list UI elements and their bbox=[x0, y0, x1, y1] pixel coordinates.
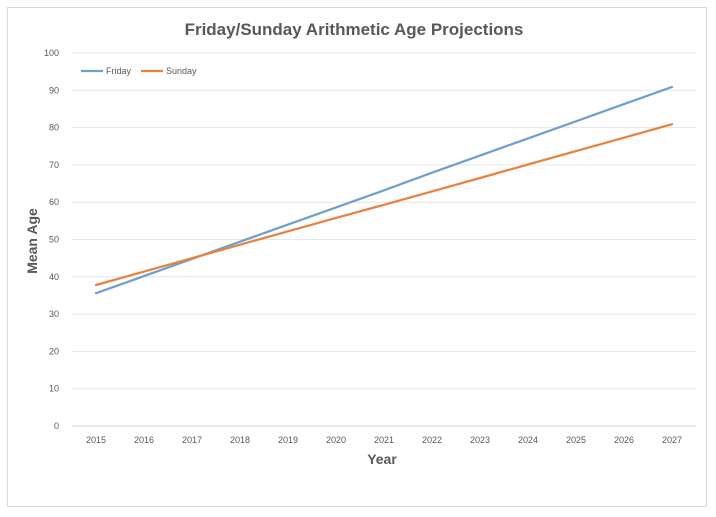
y-tick-label: 60 bbox=[49, 197, 59, 207]
x-tick-label: 2026 bbox=[614, 435, 634, 445]
x-tick-label: 2022 bbox=[422, 435, 442, 445]
y-axis-ticks: 0 10 20 30 40 50 60 70 80 90 100 bbox=[44, 48, 59, 431]
gridlines bbox=[72, 52, 696, 427]
series-lines bbox=[94, 85, 674, 295]
y-tick-label: 30 bbox=[49, 309, 59, 319]
x-tick-label: 2017 bbox=[182, 435, 202, 445]
x-tick-label: 2019 bbox=[278, 435, 298, 445]
y-tick-label: 70 bbox=[49, 160, 59, 170]
x-tick-label: 2024 bbox=[518, 435, 538, 445]
x-tick-label: 2018 bbox=[230, 435, 250, 445]
y-tick-label: 40 bbox=[49, 272, 59, 282]
series-line-friday bbox=[94, 85, 674, 295]
y-tick-label: 10 bbox=[49, 384, 59, 394]
y-tick-label: 20 bbox=[49, 346, 59, 356]
legend-label-sunday: Sunday bbox=[166, 66, 197, 76]
x-tick-label: 2020 bbox=[326, 435, 346, 445]
y-axis-title: Mean Age bbox=[24, 208, 40, 274]
chart-frame: Friday/Sunday Arithmetic Age Projections… bbox=[7, 7, 707, 507]
x-axis-title: Year bbox=[367, 451, 397, 467]
line-chart: Friday/Sunday Arithmetic Age Projections… bbox=[24, 20, 696, 467]
x-tick-label: 2016 bbox=[134, 435, 154, 445]
legend-label-friday: Friday bbox=[106, 66, 132, 76]
y-tick-label: 90 bbox=[49, 85, 59, 95]
series-line-sunday bbox=[94, 123, 674, 287]
x-tick-label: 2021 bbox=[374, 435, 394, 445]
x-axis-ticks: 2015 2016 2017 2018 2019 2020 2021 2022 2023 2024… bbox=[86, 435, 682, 445]
chart-title: Friday/Sunday Arithmetic Age Projections bbox=[185, 20, 524, 39]
x-tick-label: 2025 bbox=[566, 435, 586, 445]
x-tick-label: 2027 bbox=[662, 435, 682, 445]
y-tick-label: 100 bbox=[44, 48, 59, 58]
x-tick-label: 2015 bbox=[86, 435, 106, 445]
y-tick-label: 0 bbox=[54, 421, 59, 431]
y-tick-label: 80 bbox=[49, 123, 59, 133]
y-tick-label: 50 bbox=[49, 235, 59, 245]
x-tick-label: 2023 bbox=[470, 435, 490, 445]
legend: Friday Sunday bbox=[81, 66, 197, 76]
